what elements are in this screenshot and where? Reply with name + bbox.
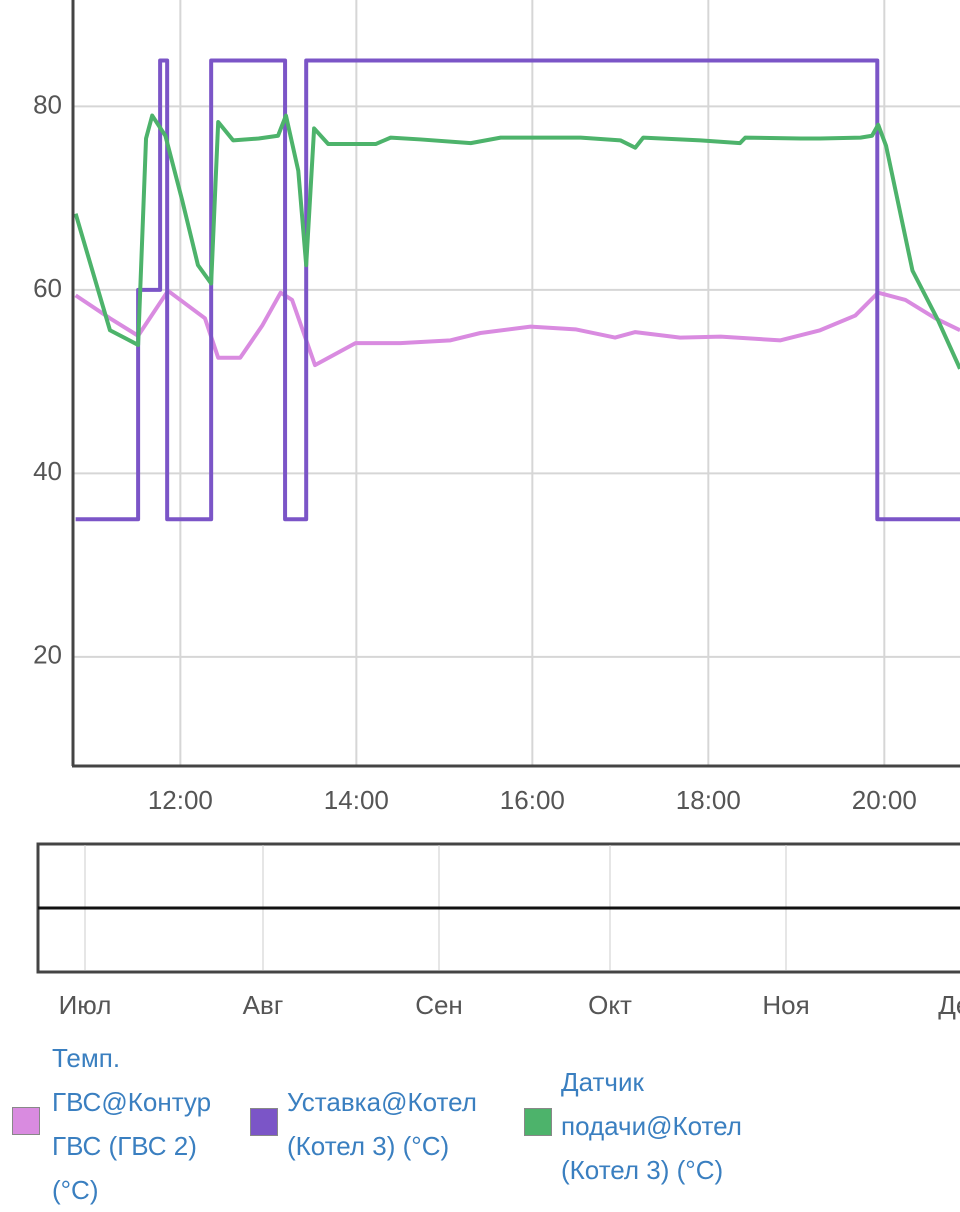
y-tick-label: 60: [33, 273, 62, 303]
legend-label[interactable]: Уставка@Котел (Котел 3) (°C): [287, 1087, 477, 1161]
x-tick-label: 18:00: [676, 785, 741, 815]
chart: 20 40 60 80 12:00 14:00 16:00 18:00 20:00 Июл Авг С…: [33, 0, 960, 1020]
series-line: [75, 58, 960, 522]
navigator-label: Окт: [588, 990, 632, 1020]
x-tick-label: 20:00: [852, 785, 917, 815]
legend-label[interactable]: Датчик подачи@Котел (Котел 3) (°C): [561, 1067, 742, 1185]
navigator-label: Дек: [938, 990, 960, 1020]
x-tick-label: 12:00: [148, 785, 213, 815]
grid: [73, 0, 960, 766]
navigator-label: Ноя: [762, 990, 809, 1020]
series-line: [73, 113, 960, 370]
legend-swatch[interactable]: [524, 1108, 552, 1136]
y-tick-label: 40: [33, 456, 62, 486]
series-line: [74, 288, 960, 368]
navigator-label: Июл: [59, 990, 112, 1020]
y-tick-label: 20: [33, 640, 62, 670]
x-tick-label: 16:00: [500, 785, 565, 815]
navigator-label: Авг: [243, 990, 284, 1020]
legend-swatch[interactable]: [12, 1107, 40, 1135]
plot: [73, 58, 960, 522]
y-tick-label: 80: [33, 89, 62, 119]
navigator-label: Сен: [415, 990, 463, 1020]
legend-label[interactable]: Темп. ГВС@Контур ГВС (ГВС 2) (°C): [52, 1043, 212, 1205]
legend-swatch[interactable]: [250, 1108, 278, 1136]
navigator: [36, 842, 960, 974]
x-tick-label: 14:00: [324, 785, 389, 815]
